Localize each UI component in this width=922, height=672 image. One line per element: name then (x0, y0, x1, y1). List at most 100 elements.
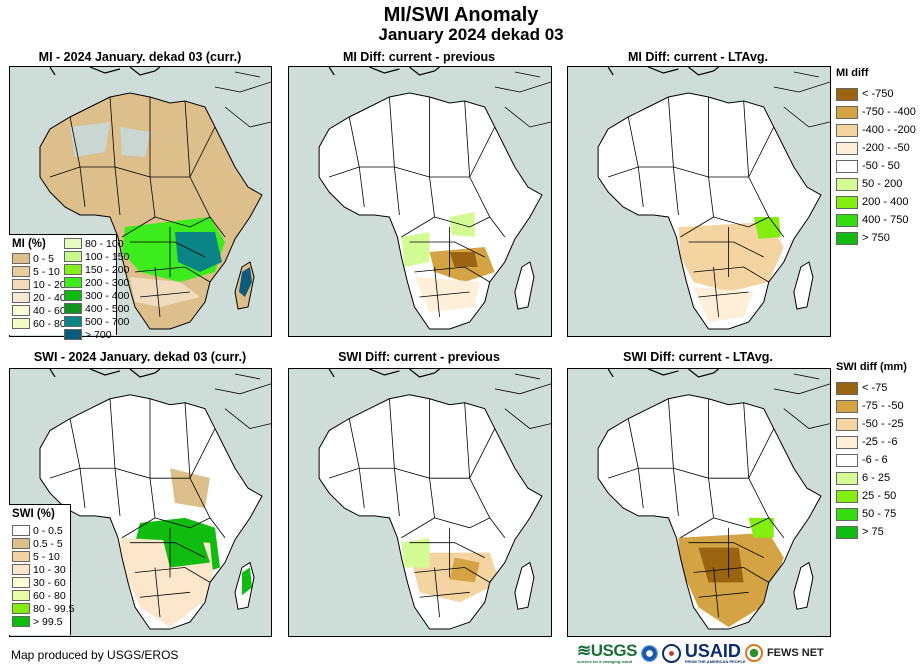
legend-swatch (836, 453, 858, 467)
legend-item: 80 - 99.5 (12, 602, 74, 615)
country-border (130, 542, 206, 558)
country-border (114, 468, 121, 516)
map-panel-swi-diff-previous[interactable] (288, 368, 552, 637)
legend-label: 400 - 750 (862, 214, 909, 226)
legend-title: MI diff (836, 67, 869, 79)
legend-item: 50 - 75 (836, 505, 907, 523)
coastline (318, 92, 543, 330)
legend-swatch (64, 264, 82, 275)
country-border (394, 468, 400, 516)
partner-logos: ≋USGS science for a changing world USAID… (577, 641, 824, 665)
country-border (189, 428, 216, 479)
country-border (608, 116, 639, 178)
country-border (708, 402, 750, 479)
legend-item: 60 - 80 (12, 589, 70, 602)
country-border (608, 418, 639, 479)
value-region (130, 277, 200, 307)
country-border (189, 126, 216, 178)
legend-label: -50 - 50 (862, 160, 900, 172)
legend-swatch (836, 231, 858, 245)
coastline (234, 561, 255, 610)
country-border (713, 216, 769, 228)
legend-item: 60 - 80 (12, 317, 66, 330)
europe-coastline (49, 67, 161, 76)
fews-net-logo-text: FEWS NET (766, 647, 824, 659)
value-region (449, 252, 478, 267)
legend-swatch (12, 538, 30, 549)
country-border (401, 478, 435, 539)
coastline (597, 92, 822, 330)
country-border (469, 478, 506, 538)
value-region (698, 547, 744, 583)
legend-swatch (12, 253, 30, 264)
country-border (434, 517, 490, 529)
legend-item: 20 - 40 (12, 291, 66, 304)
country-border (688, 241, 764, 258)
coastline (793, 261, 814, 310)
legend-swatch (12, 590, 30, 601)
legend-item: 50 - 200 (836, 175, 916, 193)
legend-swatch (836, 507, 858, 521)
country-border (409, 241, 485, 258)
country-border (414, 567, 490, 583)
country-border (414, 266, 490, 283)
coastline (793, 561, 814, 610)
legend-item: -50 - -25 (836, 415, 907, 433)
madagascar-landmass (793, 262, 813, 309)
madagascar-landmass (793, 562, 813, 610)
legend-item: -25 - -6 (836, 433, 907, 451)
legend-item: 5 - 10 (12, 265, 64, 278)
legend-swatch (836, 525, 858, 539)
country-border (419, 291, 470, 298)
country-border (329, 116, 360, 178)
middle-east-border (214, 71, 271, 128)
europe-coastline (328, 369, 440, 378)
country-border (80, 398, 116, 469)
legend-title: SWI diff (mm) (836, 361, 907, 373)
panel-title-swi-diff-previous: SWI Diff: current - previous (338, 350, 500, 364)
country-border (139, 291, 191, 298)
middle-east-border (773, 71, 830, 128)
legend-label: 500 - 700 (85, 315, 130, 328)
country-border (134, 567, 211, 583)
country-border (673, 468, 679, 516)
coastline (318, 394, 543, 630)
legend-swatch (12, 616, 30, 627)
europe-coastline (328, 67, 440, 76)
usgs-tagline: science for a changing world (577, 659, 633, 664)
legend-swatch (836, 123, 858, 137)
legend-label: 10 - 30 (33, 563, 66, 576)
value-region (239, 267, 252, 297)
country-border (688, 542, 764, 558)
map-panel-mi-diff-ltavg[interactable] (567, 66, 831, 337)
legend-label: 60 - 80 (33, 317, 66, 330)
country-border (748, 176, 785, 238)
coastline (234, 261, 255, 310)
value-region (678, 222, 784, 292)
legend-item: -750 - -400 (836, 103, 916, 121)
legend-swatch (12, 564, 30, 575)
country-border (693, 266, 769, 283)
legend-item: -75 - -50 (836, 397, 907, 415)
map-panel-swi-diff-ltavg[interactable] (567, 368, 831, 637)
coastline (39, 394, 263, 630)
panel-title-mi-current: MI - 2024 January. dekad 03 (curr.) (38, 50, 242, 64)
legend-swatch (12, 305, 30, 316)
legend-item: > 99.5 (12, 615, 70, 628)
country-border (394, 166, 400, 216)
country-border (79, 468, 86, 509)
legend-label: 0.5 - 5 (33, 537, 63, 550)
legend-swatch (12, 318, 30, 329)
country-border (469, 126, 496, 178)
map-panel-mi-diff-previous[interactable] (288, 66, 552, 337)
country-border (698, 291, 749, 298)
legend-swatch (836, 87, 858, 101)
legend-item: 30 - 60 (12, 576, 70, 589)
legend-label: 5 - 10 (33, 265, 60, 278)
value-region (608, 93, 639, 102)
legend-mi-diff: MI diff < -750 -750 - -400 -400 - -200 -200… (836, 67, 916, 247)
legend-swatch (12, 551, 30, 562)
legend-label: 400 - 500 (85, 302, 130, 315)
legend-item: -200 - -50 (836, 139, 916, 157)
legend-swatch (64, 251, 82, 262)
